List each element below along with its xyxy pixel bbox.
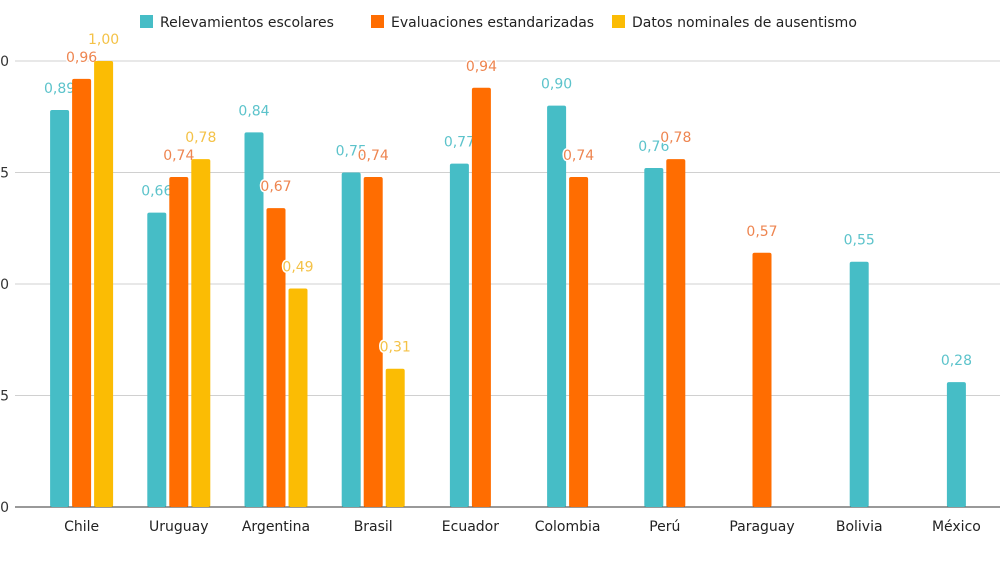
bar [547,105,567,507]
y-tick-label: 0,25 [0,389,9,405]
x-tick-label: Colombia [535,519,601,535]
y-tick-label: 0,75 [0,166,9,182]
x-tick-label: Chile [64,519,99,535]
x-tick-label: Bolivia [836,519,883,535]
legend-label: Relevamientos escolares [160,15,334,31]
bar [666,159,686,507]
y-tick-label: 0,00 [0,500,9,516]
data-label: 0,90 [541,77,572,93]
legend-swatch [140,15,153,28]
bar [94,61,114,507]
bar [50,110,70,507]
data-label: 0,96 [66,50,97,66]
bar [946,382,966,507]
data-label: 0,31 [380,340,411,356]
data-label: 0,66 [141,184,172,200]
data-label: 0,84 [238,103,269,119]
x-tick-label: Argentina [242,519,310,535]
legend-swatch [371,15,384,28]
bar [471,87,491,507]
data-label: 0,55 [844,233,875,249]
bar [363,176,383,507]
data-label: 0,74 [163,148,194,164]
data-label: 0,76 [638,139,669,155]
data-label: 0,78 [185,130,216,146]
data-label: 0,89 [44,81,75,97]
bar [244,132,264,508]
legend-label: Datos nominales de ausentismo [632,15,857,31]
bar [288,288,308,507]
bar [169,176,189,507]
data-label: 0,49 [282,259,313,275]
bar [569,176,589,507]
bar [191,159,211,507]
x-tick-label: Brasil [354,519,393,535]
y-tick-label: 1,00 [0,54,9,70]
data-label: 0,74 [358,148,389,164]
bar [449,163,469,507]
bar [752,252,772,507]
bar [72,78,92,507]
data-label: 0,77 [444,135,475,151]
legend-label: Evaluaciones estandarizadas [391,15,594,31]
x-tick-label: Paraguay [729,519,794,535]
data-label: 0,28 [941,353,972,369]
legend-swatch [612,15,625,28]
data-label: 0,94 [466,59,497,75]
x-tick-label: México [932,519,981,535]
bar [341,172,361,507]
data-label: 0,78 [660,130,691,146]
x-tick-label: Ecuador [442,519,499,535]
bar [644,168,664,508]
data-label: 0,74 [563,148,594,164]
bar [266,208,286,507]
data-label: 1,00 [88,32,119,48]
data-label: 0,67 [260,179,291,195]
data-label: 0,57 [746,224,777,240]
bar [849,261,869,507]
bar [385,368,405,507]
x-tick-label: Perú [649,519,680,535]
y-tick-label: 0,50 [0,277,9,293]
bar [147,212,167,507]
x-tick-label: Uruguay [149,519,209,535]
data-label: 0,75 [336,144,367,160]
